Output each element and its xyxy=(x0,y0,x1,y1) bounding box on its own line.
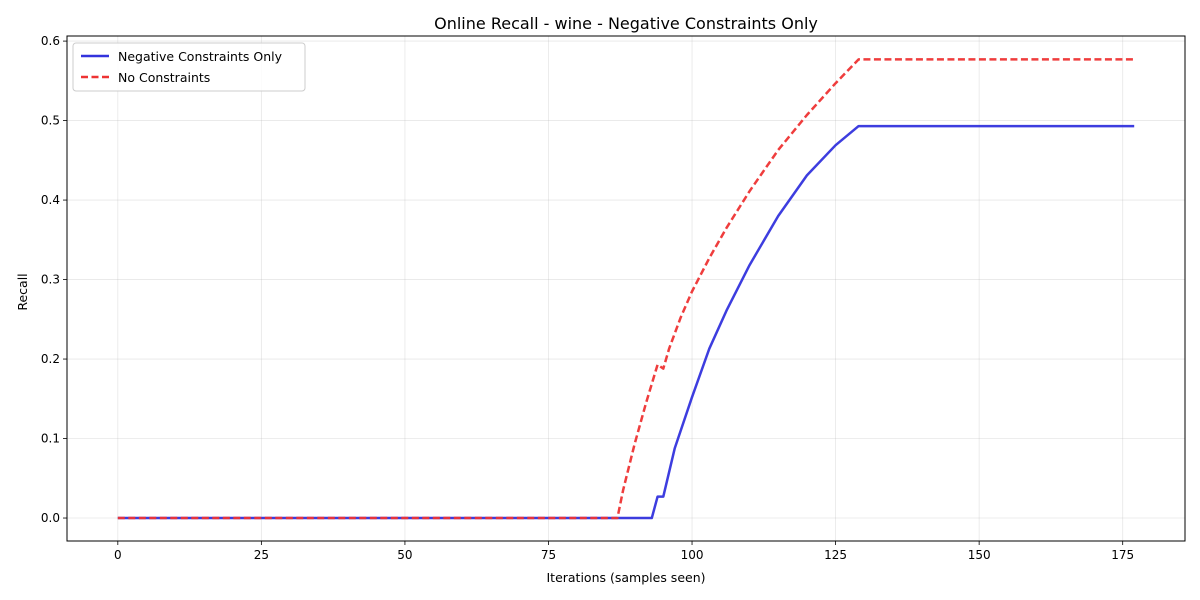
y-tick-label: 0.6 xyxy=(41,34,60,48)
x-tick-label: 25 xyxy=(254,548,269,562)
x-tick-label: 150 xyxy=(968,548,991,562)
chart-title: Online Recall - wine - Negative Constrai… xyxy=(434,14,818,33)
legend-label-negative-constraints: Negative Constraints Only xyxy=(118,49,283,64)
series-layer xyxy=(117,58,1135,520)
x-tick-label: 100 xyxy=(681,548,704,562)
y-axis-label: Recall xyxy=(15,273,30,310)
x-axis-label: Iterations (samples seen) xyxy=(546,570,705,585)
y-tick-label: 0.0 xyxy=(41,511,60,525)
y-tick-label: 0.2 xyxy=(41,352,60,366)
legend: Negative Constraints Only No Constraints xyxy=(72,42,306,92)
y-axis: 0.0 0.1 0.2 0.3 0.4 0.5 0.6 xyxy=(41,34,67,525)
y-tick-label: 0.1 xyxy=(41,432,60,446)
legend-label-no-constraints: No Constraints xyxy=(118,70,210,85)
series-line-negative-constraints xyxy=(117,124,1135,520)
plot-frame xyxy=(66,35,1186,542)
y-tick-label: 0.4 xyxy=(41,193,60,207)
legend-box xyxy=(72,42,306,92)
x-tick-label: 0 xyxy=(114,548,122,562)
x-tick-label: 175 xyxy=(1111,548,1134,562)
x-tick-label: 75 xyxy=(541,548,556,562)
series-line-no-constraints xyxy=(117,58,1135,520)
x-tick-label: 125 xyxy=(824,548,847,562)
x-tick-label: 50 xyxy=(397,548,412,562)
y-tick-label: 0.5 xyxy=(41,114,60,128)
y-tick-label: 0.3 xyxy=(41,273,60,287)
x-axis: 0 25 50 75 100 125 150 175 xyxy=(114,541,1134,562)
